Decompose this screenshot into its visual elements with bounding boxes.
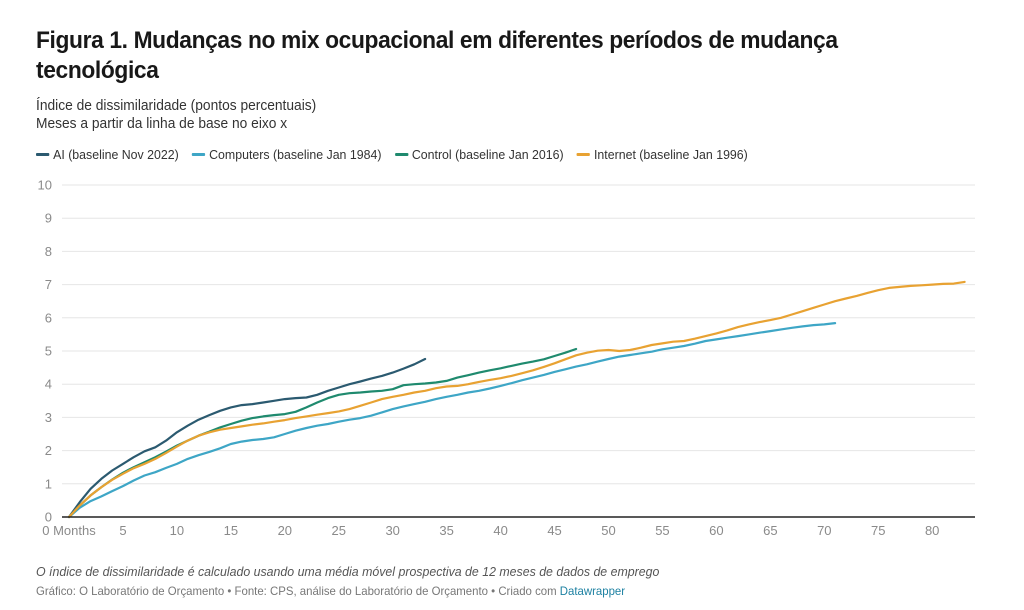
x-tick-label-45: 45: [547, 523, 561, 538]
series-line-control: [67, 347, 578, 519]
x-axis-ticks: 0 Months 5 10 15 20 25 30 35 40 45 50 55 60 65 70 75 80: [42, 523, 939, 538]
legend-swatch-control: [394, 153, 409, 156]
y-tick-label-0: 0: [45, 510, 52, 525]
legend: AI (baseline Nov 2022) Computers (baseli…: [36, 147, 748, 162]
y-tick-label-7: 7: [45, 277, 52, 292]
y-tick-label-1: 1: [45, 476, 52, 491]
legend-swatch-internet: [576, 153, 591, 156]
y-tick-label-10: 10: [38, 178, 52, 193]
legend-item-ai: AI (baseline Nov 2022): [36, 147, 179, 162]
gridlines: [62, 184, 975, 485]
x-tick-label-0: 0 Months: [42, 523, 96, 538]
legend-item-control: Control (baseline Jan 2016): [394, 147, 564, 162]
legend-label-computers: Computers (baseline Jan 1984): [209, 147, 382, 162]
legend-label-internet: Internet (baseline Jan 1996): [593, 147, 748, 162]
x-tick-label-65: 65: [763, 523, 777, 538]
legend-item-computers: Computers (baseline Jan 1984): [192, 147, 381, 162]
chart-note: O índice de dissimilaridade é calculado …: [36, 564, 660, 579]
y-tick-label-9: 9: [45, 211, 52, 226]
y-tick-label-8: 8: [45, 244, 52, 259]
x-tick-label-5: 5: [119, 523, 126, 538]
x-tick-label-30: 30: [385, 523, 399, 538]
x-tick-label-25: 25: [332, 523, 346, 538]
series-line-ai: [67, 357, 427, 519]
x-tick-label-35: 35: [439, 523, 453, 538]
x-tick-label-50: 50: [601, 523, 615, 538]
series-lines: [67, 280, 966, 519]
series-line-computers: [67, 322, 837, 519]
legend-label-control: Control (baseline Jan 2016): [411, 147, 564, 162]
subtitle-line-1: Índice de dissimilaridade (pontos percen…: [36, 98, 317, 114]
x-tick-label-10: 10: [170, 523, 184, 538]
y-tick-label-3: 3: [45, 410, 52, 425]
y-tick-label-5: 5: [45, 344, 52, 359]
legend-swatch-ai: [36, 153, 50, 156]
chart-title: Figura 1. Mudanças no mix ocupacional em…: [36, 27, 838, 84]
x-tick-label-75: 75: [871, 523, 885, 538]
y-tick-label-4: 4: [45, 377, 52, 392]
y-axis-ticks: 0 1 2 3 4 5 6 7 8 9 10: [38, 178, 52, 525]
x-tick-label-60: 60: [709, 523, 723, 538]
x-tick-label-40: 40: [493, 523, 507, 538]
datawrapper-link[interactable]: Datawrapper: [559, 584, 626, 598]
source-text: Gráfico: O Laboratório de Orçamento • Fo…: [36, 584, 560, 598]
legend-label-ai: AI (baseline Nov 2022): [53, 147, 179, 162]
x-tick-label-20: 20: [278, 523, 292, 538]
subtitle-line-2: Meses a partir da linha de base no eixo …: [36, 116, 288, 132]
x-tick-label-80: 80: [925, 523, 939, 538]
legend-item-internet: Internet (baseline Jan 1996): [576, 147, 748, 162]
chart-source: Gráfico: O Laboratório de Orçamento • Fo…: [36, 584, 625, 598]
y-tick-label-2: 2: [45, 443, 52, 458]
series-line-internet: [67, 280, 966, 519]
x-tick-label-70: 70: [817, 523, 831, 538]
y-tick-label-6: 6: [45, 310, 52, 325]
x-tick-label-55: 55: [655, 523, 669, 538]
x-tick-label-15: 15: [224, 523, 238, 538]
legend-swatch-computers: [192, 153, 206, 156]
chart-subtitle: Índice de dissimilaridade (pontos percen…: [36, 97, 316, 133]
